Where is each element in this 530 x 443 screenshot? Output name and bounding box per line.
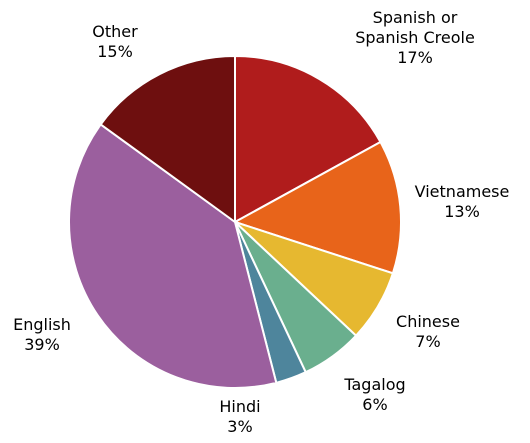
slice-label: Chinese 7% <box>378 312 478 352</box>
value-label: 6% <box>362 395 388 414</box>
slice-label: Tagalog 6% <box>325 375 425 415</box>
value-label: 15% <box>97 42 133 61</box>
slice-label: Hindi 3% <box>200 397 280 437</box>
value-label: 3% <box>227 417 253 436</box>
pie-slice <box>232 140 402 275</box>
pie-slice <box>234 54 382 224</box>
category-label: Spanish or Spanish Creole <box>355 8 475 47</box>
pie-slice <box>99 54 236 224</box>
pie-slice <box>68 123 278 389</box>
value-label: 17% <box>397 48 433 67</box>
value-label: 39% <box>24 335 60 354</box>
category-label: Hindi <box>219 397 261 416</box>
slice-label: Other 15% <box>75 22 155 62</box>
category-label: Tagalog <box>344 375 406 394</box>
category-label: Other <box>92 22 138 41</box>
category-label: Chinese <box>396 312 460 331</box>
slice-label: English 39% <box>0 315 87 355</box>
value-label: 7% <box>415 332 441 351</box>
value-label: 13% <box>444 202 480 221</box>
slice-label: Spanish or Spanish Creole 17% <box>345 8 485 68</box>
slice-label: Vietnamese 13% <box>402 182 522 222</box>
category-label: Vietnamese <box>414 182 510 201</box>
category-label: English <box>13 315 71 334</box>
